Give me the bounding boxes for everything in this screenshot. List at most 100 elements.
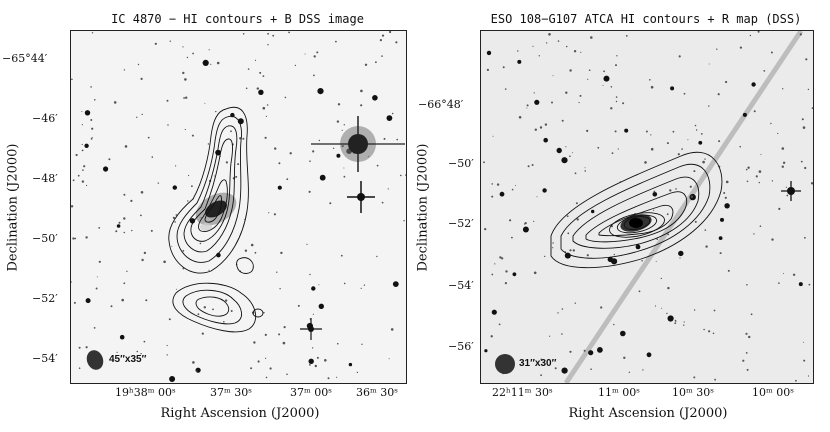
star-dot (674, 319, 677, 322)
star-dot (689, 185, 692, 188)
right-hi-contours (550, 151, 723, 269)
star-dot (85, 236, 88, 239)
star-dot (265, 115, 267, 117)
star-dot (590, 36, 593, 39)
star-dot (312, 150, 315, 153)
star-dot (262, 106, 266, 110)
star-dot (602, 84, 604, 86)
star-dot (191, 185, 193, 188)
star-dot (792, 273, 796, 276)
star-dot (250, 367, 253, 370)
star-dot (586, 254, 589, 257)
star-dot (505, 270, 508, 273)
star-dot (343, 175, 346, 178)
star-dot (757, 31, 760, 33)
star-dot (336, 120, 340, 123)
star-dot (650, 147, 654, 151)
star-dot (725, 80, 728, 84)
star-dot (669, 189, 672, 192)
star-dot (376, 255, 378, 258)
star-dot (123, 231, 126, 234)
star-dot (650, 134, 652, 136)
star-dot (276, 271, 278, 273)
star-dot (245, 87, 248, 90)
star-dot (387, 188, 389, 190)
star-dot (677, 153, 680, 156)
star-dot (121, 298, 124, 302)
star-dot (548, 33, 551, 36)
star-dot (511, 236, 513, 239)
star-dot (202, 59, 209, 66)
star-dot (727, 269, 730, 272)
star-dot (126, 270, 128, 272)
star-dot (343, 167, 345, 169)
star-dot (90, 138, 93, 140)
star-dot (123, 193, 126, 196)
star-dot (675, 188, 677, 190)
star-dot (620, 330, 626, 337)
star-dot (311, 347, 314, 349)
left-beam-label: 45″x35″ (109, 354, 147, 365)
star-dot (591, 209, 595, 214)
star-dot (484, 228, 487, 231)
star-dot (372, 95, 378, 101)
star-dot (309, 364, 311, 366)
star-dot (667, 286, 670, 290)
star-dot (771, 238, 774, 241)
star-dot (771, 180, 774, 182)
star-dot (81, 124, 83, 126)
star-dot (94, 99, 96, 101)
star-dot (343, 282, 346, 285)
star-dot (337, 103, 341, 106)
star-dot (494, 263, 496, 265)
star-dot (580, 51, 582, 53)
star-dot (561, 308, 564, 310)
star-dot (360, 89, 363, 93)
star-dot (195, 367, 201, 373)
star-dot (573, 50, 577, 53)
star-dot (491, 195, 494, 198)
star-dot (282, 341, 286, 345)
star-dot (522, 226, 529, 233)
star-dot (85, 346, 88, 349)
star-dot (504, 88, 507, 90)
star-dot (667, 315, 674, 322)
star-dot (556, 147, 562, 154)
star-dot (742, 112, 747, 117)
star-dot (131, 229, 133, 232)
star-dot (185, 96, 188, 99)
star-dot (603, 70, 605, 73)
star-dot (642, 369, 644, 371)
star-dot (569, 155, 571, 157)
star-dot (511, 188, 514, 191)
star-dot (656, 238, 658, 240)
star-dot (742, 359, 745, 362)
star-dot (540, 358, 543, 361)
star-dot (74, 237, 77, 240)
star-dot (552, 75, 554, 77)
star-dot (244, 249, 248, 252)
star-dot (666, 312, 668, 315)
star-dot (603, 75, 610, 82)
star-dot (590, 368, 592, 371)
star-dot (785, 186, 787, 188)
star-dot (638, 290, 641, 293)
star-dot (313, 55, 316, 58)
star-dot (168, 318, 171, 321)
star-dot (614, 130, 617, 133)
star-dot (781, 147, 785, 150)
left-ytick-label: −50′ (32, 232, 58, 245)
star-dot (561, 333, 563, 335)
star-dot (777, 132, 779, 135)
star-dot (337, 342, 339, 345)
star-dot (492, 135, 494, 137)
star-dot (83, 165, 86, 168)
star-dot (564, 252, 571, 259)
star-dot (73, 301, 76, 304)
star-dot (652, 192, 658, 197)
star-dot (782, 161, 786, 164)
right-xtick-label: 10ᵐ 30ˢ (672, 386, 714, 399)
star-dot (254, 59, 257, 61)
left-xtick-label: 37ᵐ 30ˢ (210, 386, 252, 399)
star-dot (304, 53, 306, 55)
